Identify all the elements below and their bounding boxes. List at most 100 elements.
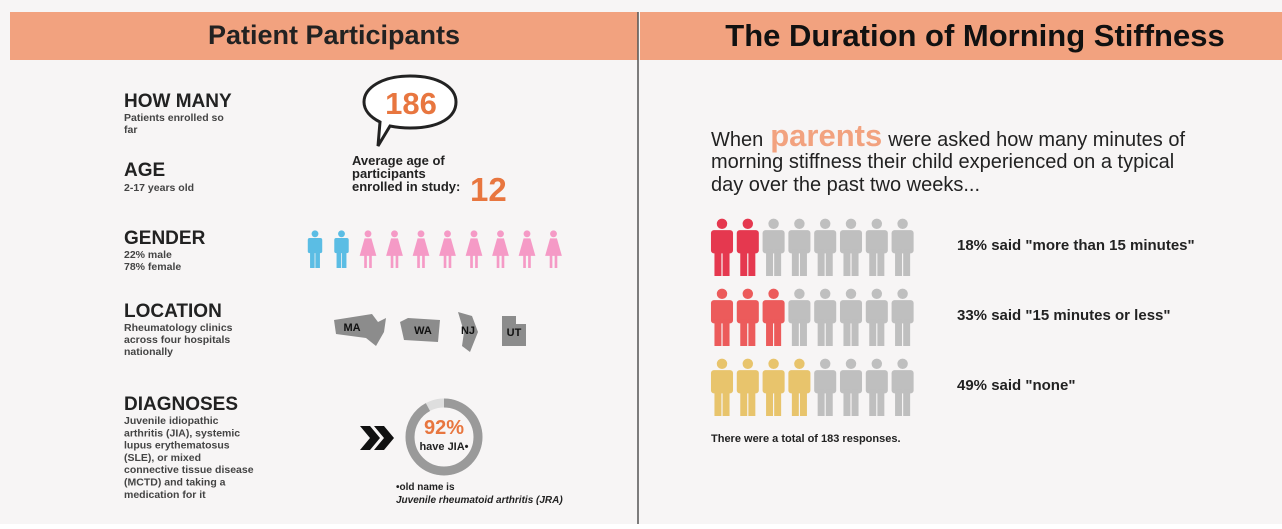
icon-dress (465, 238, 483, 256)
row-label: 49% said "none" (957, 377, 1075, 394)
icon-dress (386, 238, 403, 256)
state-shape (458, 312, 478, 352)
icon-head (871, 218, 883, 230)
intro-line: day over the past two weeks... (711, 174, 980, 196)
row-label: 18% said "more than 15 minutes" (957, 237, 1195, 254)
icon-head (871, 358, 883, 370)
icon-torso (814, 230, 837, 254)
icon-torso (710, 300, 734, 324)
icon-leg (799, 249, 807, 276)
icon-leg (774, 319, 782, 346)
person-icon (891, 288, 914, 346)
icon-leg (443, 255, 447, 268)
icon-head (845, 288, 857, 300)
icon-torso (710, 370, 734, 394)
icon-head (716, 288, 728, 300)
icon-head (391, 230, 398, 238)
state-label: NJ (461, 325, 475, 337)
female-icon (359, 230, 377, 268)
icon-leg (869, 389, 877, 416)
age-caption: participants (352, 166, 426, 181)
female-icon (545, 230, 562, 268)
person-icon (891, 218, 914, 276)
person-icon (788, 218, 811, 276)
icon-torso (865, 370, 888, 394)
icon-leg (336, 250, 342, 268)
icon-torso (334, 237, 349, 254)
person-icon (865, 358, 888, 416)
icon-leg (766, 249, 774, 276)
person-icon (762, 358, 785, 416)
heading: HOW MANY (124, 91, 232, 112)
heading: GENDER (124, 228, 206, 249)
speech-bubble (362, 74, 458, 147)
person-icon (307, 230, 323, 268)
person-icon (814, 288, 837, 346)
description: Patients enrolled so (124, 112, 224, 124)
icon-dress (545, 238, 562, 256)
description: 22% male (124, 249, 172, 261)
person-icon (736, 358, 759, 416)
intro: When parents were asked how many minutes o… (711, 118, 1185, 153)
icon-torso (839, 370, 863, 394)
age-caption: Average age of (352, 153, 445, 168)
person-icon (839, 288, 863, 346)
icon-leg (877, 389, 885, 416)
description: Juvenile idiopathic (124, 415, 219, 427)
icon-torso (307, 237, 323, 254)
person-icon (788, 358, 811, 416)
icon-leg (341, 250, 347, 268)
row-label: 33% said "15 minutes or less" (957, 307, 1171, 324)
state-label: MA (343, 322, 360, 334)
icon-leg (903, 249, 911, 276)
state-shape (400, 318, 440, 342)
icon-torso (814, 300, 837, 324)
description: 78% female (124, 261, 181, 273)
icon-head (794, 358, 805, 370)
chevrons (360, 426, 394, 450)
person-icon (736, 218, 759, 276)
icon-leg (817, 249, 825, 276)
icon-leg (799, 389, 807, 416)
person-icon (865, 218, 888, 276)
icon-dress (359, 238, 377, 256)
description: Rheumatology clinics (124, 322, 233, 334)
intro-prefix: When (711, 129, 763, 151)
right-title: The Duration of Morning Stiffness (725, 18, 1224, 53)
icon-leg (843, 319, 851, 346)
icon-head (497, 230, 504, 238)
icon-torso (762, 300, 785, 324)
description: (MCTD) and taking a (124, 477, 226, 489)
female-icon (465, 230, 483, 268)
icon-head (417, 230, 425, 238)
intro-line: morning stiffness their child experience… (711, 151, 1174, 173)
icon-leg (315, 250, 320, 268)
icon-head (819, 288, 831, 300)
intro-line: were asked how many minutes of (887, 129, 1185, 151)
icon-leg (869, 319, 877, 346)
icon-leg (714, 249, 722, 276)
jia-percent: 92% (424, 417, 464, 439)
state-shape (502, 316, 526, 346)
icon-leg (740, 389, 748, 416)
icon-leg (895, 319, 903, 346)
icon-head (871, 288, 883, 300)
icon-leg (851, 319, 859, 346)
description: lupus erythematosus (124, 440, 230, 452)
icon-head (897, 358, 908, 370)
person-icon (710, 218, 734, 276)
icon-head (742, 288, 754, 300)
icon-leg (748, 249, 756, 276)
person-icon (334, 230, 349, 268)
icon-head (897, 218, 908, 230)
icon-head (716, 218, 728, 230)
female-icon (386, 230, 403, 268)
person-icon (814, 358, 837, 416)
icon-torso (762, 370, 785, 394)
icon-head (550, 230, 557, 238)
icon-head (523, 230, 531, 238)
icon-leg (843, 249, 851, 276)
icon-leg (825, 249, 833, 276)
